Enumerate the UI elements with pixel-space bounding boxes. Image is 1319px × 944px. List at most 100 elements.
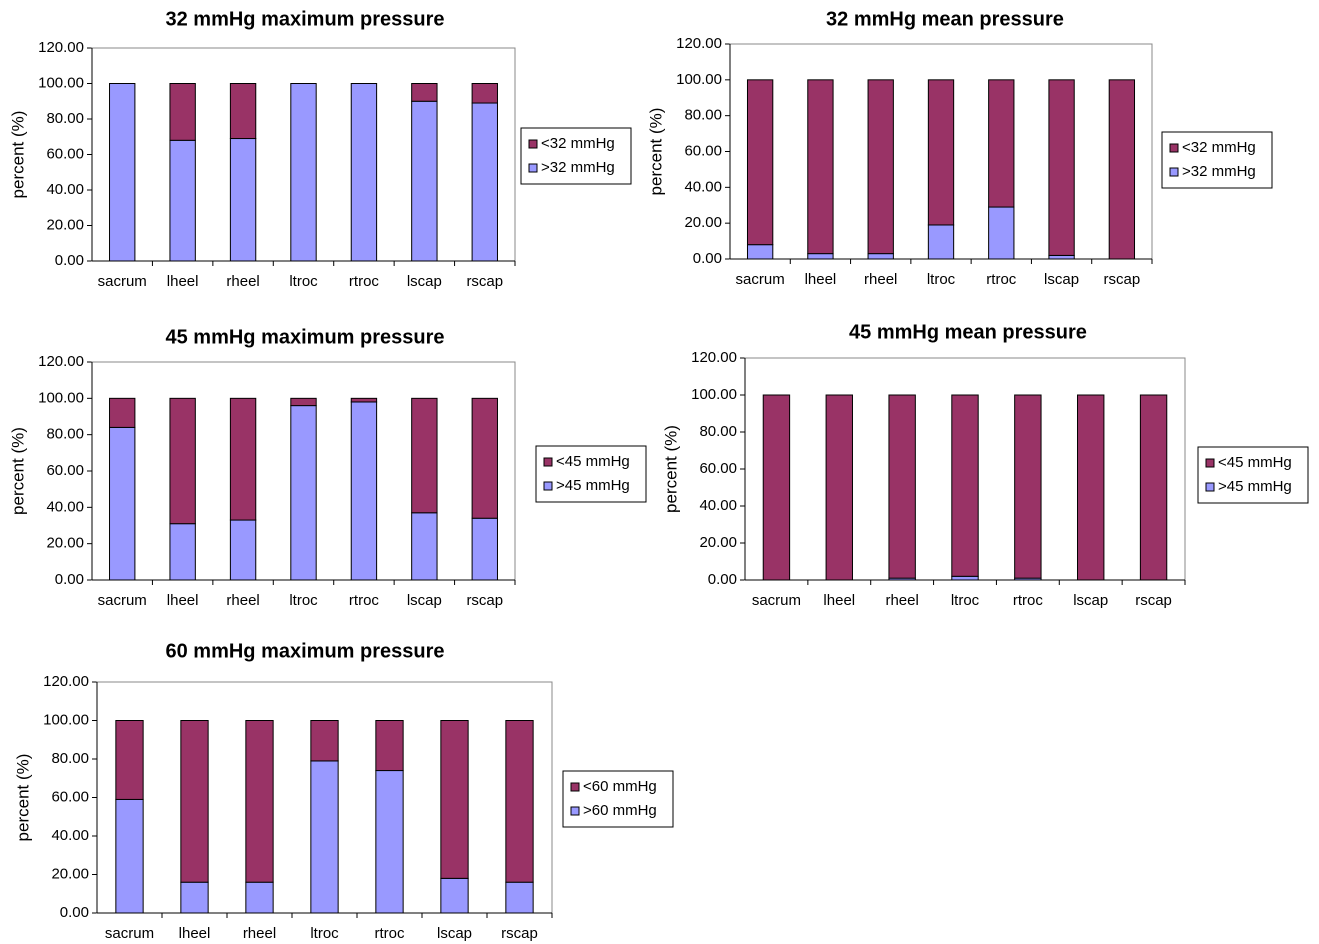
bar-segment — [1014, 394, 1042, 579]
x-tick-label: lscap — [437, 925, 472, 942]
bar-segment — [471, 83, 498, 104]
bar-segment — [350, 401, 378, 581]
y-tick-label: 120.00 — [38, 353, 84, 370]
y-tick-label: 60.00 — [684, 142, 722, 159]
x-tick-label: rscap — [466, 592, 503, 609]
bar-segment — [951, 394, 979, 577]
y-tick-label: 100.00 — [38, 74, 84, 91]
y-tick-label: 120.00 — [691, 349, 737, 366]
bar-segment — [440, 720, 469, 879]
bar-segment — [310, 760, 339, 914]
y-tick-label: 40.00 — [46, 181, 84, 198]
bar-segment — [471, 102, 498, 262]
legend-label: >60 mmHg — [583, 802, 657, 819]
x-tick-label: sacrum — [105, 925, 154, 942]
bar-segment — [988, 206, 1015, 260]
bar-segment — [109, 397, 136, 428]
bar-segment — [1139, 394, 1168, 581]
x-tick-label: rheel — [885, 592, 918, 609]
legend-swatch — [1169, 143, 1179, 153]
y-tick-label: 120.00 — [43, 673, 89, 690]
legend-swatch — [543, 457, 553, 467]
x-tick-label: lheel — [167, 273, 199, 290]
y-axis-label: percent (%) — [646, 108, 665, 196]
legend-label: <45 mmHg — [556, 453, 630, 470]
bar-segment — [229, 519, 257, 581]
bar-segment — [411, 83, 438, 102]
bar-segment — [1108, 79, 1136, 260]
x-tick-label: lscap — [1044, 271, 1079, 288]
bar-segment — [807, 253, 834, 260]
x-tick-label: ltroc — [310, 925, 339, 942]
x-tick-label: lscap — [1073, 592, 1108, 609]
bar-segment — [115, 720, 144, 800]
bar-segment — [229, 397, 257, 521]
bar-segment — [505, 881, 534, 914]
bar-segment — [471, 397, 498, 519]
legend-swatch — [1169, 167, 1179, 177]
bar-segment — [350, 397, 378, 403]
y-tick-label: 80.00 — [699, 423, 737, 440]
y-tick-label: 100.00 — [43, 711, 89, 728]
chart-title: 45 mmHg mean pressure — [849, 321, 1087, 343]
y-tick-label: 40.00 — [699, 497, 737, 514]
bar-segment — [411, 512, 438, 581]
x-tick-label: rheel — [226, 592, 259, 609]
y-tick-label: 0.00 — [693, 250, 722, 267]
bar-segment — [229, 138, 257, 262]
bar-segment — [888, 394, 916, 579]
bar-segment — [411, 100, 438, 262]
bar-segment — [471, 517, 498, 581]
legend-swatch — [1205, 482, 1215, 492]
y-tick-label: 60.00 — [46, 462, 84, 479]
chart-title: 32 mmHg maximum pressure — [165, 8, 444, 30]
y-tick-label: 80.00 — [46, 110, 84, 127]
x-tick-label: ltroc — [951, 592, 980, 609]
legend-label: <60 mmHg — [583, 778, 657, 795]
bar-segment — [927, 224, 955, 260]
x-tick-label: sacrum — [752, 592, 801, 609]
legend-label: <32 mmHg — [541, 135, 615, 152]
bar-segment — [1077, 394, 1105, 581]
y-tick-label: 20.00 — [684, 214, 722, 231]
y-tick-label: 40.00 — [51, 827, 89, 844]
y-tick-label: 80.00 — [51, 750, 89, 767]
bar-segment — [115, 798, 144, 914]
bar-segment — [746, 79, 774, 246]
y-axis-label: percent (%) — [13, 754, 32, 842]
bar-segment — [169, 83, 196, 141]
y-tick-label: 120.00 — [38, 39, 84, 56]
x-tick-label: rheel — [864, 271, 897, 288]
bar-segment — [411, 397, 438, 514]
x-tick-label: rtroc — [349, 592, 380, 609]
x-tick-label: ltroc — [289, 273, 318, 290]
bar-segment — [109, 83, 136, 262]
x-tick-label: rtroc — [986, 271, 1017, 288]
bar-segment — [310, 720, 339, 762]
bar-segment — [169, 523, 196, 581]
y-tick-label: 60.00 — [699, 460, 737, 477]
x-tick-label: rscap — [501, 925, 538, 942]
y-tick-label: 80.00 — [46, 426, 84, 443]
x-tick-label: lheel — [805, 271, 837, 288]
y-axis-label: percent (%) — [8, 111, 27, 199]
bar-segment — [867, 79, 894, 255]
bar-segment — [867, 253, 894, 260]
bar-segment — [290, 405, 317, 581]
y-tick-label: 20.00 — [51, 865, 89, 882]
bar-segment — [762, 394, 791, 581]
bar-segment — [375, 720, 404, 772]
y-axis-label: percent (%) — [661, 425, 680, 513]
y-tick-label: 20.00 — [46, 216, 84, 233]
legend-swatch — [528, 163, 538, 173]
y-tick-label: 0.00 — [55, 571, 84, 588]
y-tick-label: 20.00 — [46, 535, 84, 552]
x-tick-label: lscap — [407, 273, 442, 290]
x-tick-label: rheel — [226, 273, 259, 290]
bar-segment — [440, 877, 469, 914]
legend-swatch — [528, 139, 538, 149]
y-tick-label: 0.00 — [708, 571, 737, 588]
y-tick-label: 0.00 — [60, 904, 89, 921]
y-tick-label: 0.00 — [55, 252, 84, 269]
